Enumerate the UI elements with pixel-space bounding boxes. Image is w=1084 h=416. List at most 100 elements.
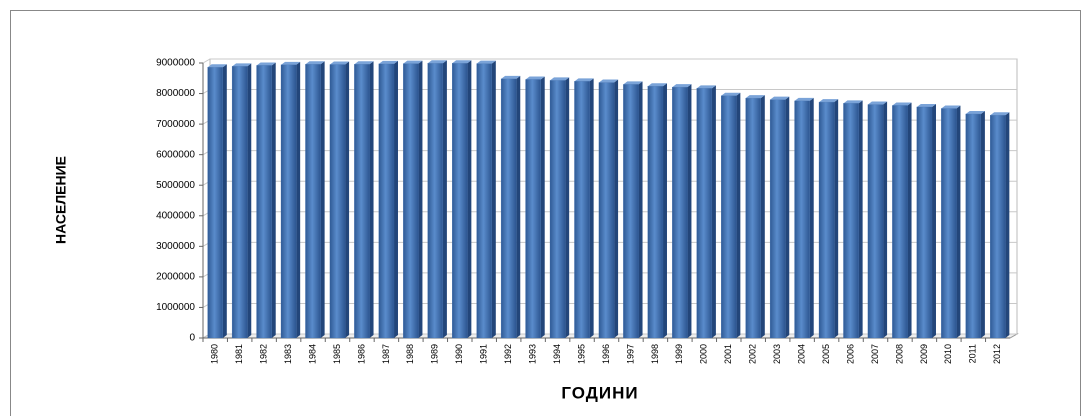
bar (623, 84, 639, 339)
bar-top (403, 60, 423, 64)
bar-top (623, 81, 643, 85)
bar (452, 63, 468, 339)
bar-top (916, 104, 936, 107)
bar-top (941, 105, 961, 109)
bar-top (867, 101, 888, 105)
bar-top (305, 61, 325, 65)
bar-side (638, 81, 643, 338)
bar-side (834, 99, 839, 338)
bar-top (745, 95, 765, 99)
bar (598, 82, 615, 339)
bar-top (329, 61, 350, 65)
bar-side (1005, 112, 1010, 338)
bar-top (378, 60, 398, 64)
bar (476, 63, 492, 339)
x-tick-label: 2005 (821, 344, 831, 364)
y-tick-label: 5000000 (156, 180, 195, 191)
bar-top (354, 61, 374, 65)
bar-side (369, 61, 374, 338)
bar (427, 63, 444, 339)
bar-side (442, 60, 447, 339)
x-tick-label: 1997 (625, 344, 635, 364)
bar (354, 64, 370, 339)
bar-top (770, 96, 790, 100)
y-tick-label: 2000000 (156, 272, 195, 283)
bar-top (256, 62, 276, 66)
y-tick-label: 7000000 (156, 119, 195, 130)
x-tick-label: 2006 (845, 344, 855, 364)
bar (843, 103, 859, 339)
bar-top (207, 64, 227, 68)
x-tick-label: 2004 (797, 344, 807, 364)
bar (794, 100, 810, 339)
y-tick-label: 0 (189, 333, 195, 344)
bar-side (785, 96, 790, 339)
bar-side (614, 79, 619, 339)
x-tick-label: 1988 (405, 344, 415, 364)
x-tick-label: 1990 (454, 344, 464, 364)
bar (574, 81, 590, 339)
bar-side (222, 64, 227, 339)
bar (892, 105, 908, 339)
bar-side (247, 63, 252, 338)
x-tick-label: 2010 (943, 344, 953, 364)
bar (525, 79, 541, 339)
x-tick-label: 2011 (968, 344, 978, 363)
bar-side (467, 60, 472, 339)
bar (769, 99, 786, 339)
bar-top (892, 102, 912, 106)
x-tick-label: 1987 (381, 344, 391, 364)
bar (941, 108, 957, 339)
x-tick-label: 1994 (552, 344, 562, 364)
x-tick-label: 1982 (259, 344, 269, 364)
bar (500, 78, 517, 339)
bar (207, 67, 223, 339)
bar (721, 95, 737, 339)
x-tick-label: 1998 (650, 344, 660, 364)
x-tick-label: 1980 (210, 344, 220, 364)
bar-side (980, 111, 985, 339)
x-tick-label: 2003 (772, 344, 782, 364)
bar-top (452, 60, 472, 64)
bar-top (819, 99, 839, 103)
bar (378, 63, 395, 339)
bar-side (565, 77, 570, 339)
bar-top (672, 84, 692, 88)
bar-top (427, 60, 447, 64)
bar-side (320, 61, 325, 338)
bar-side (858, 100, 863, 338)
bar-side (540, 76, 545, 338)
x-axis-title: ГОДИНИ (561, 383, 638, 402)
bar (867, 104, 884, 339)
bar-side (345, 61, 350, 339)
x-tick-label: 2002 (748, 344, 758, 364)
bar (672, 86, 688, 339)
bar-top (965, 111, 985, 115)
y-tick-label: 6000000 (156, 149, 195, 160)
bar (256, 65, 272, 339)
bar-side (296, 61, 301, 338)
bar (745, 97, 761, 339)
x-tick-label: 1996 (601, 344, 611, 364)
y-tick-label: 9000000 (156, 58, 195, 69)
x-tick-label: 2000 (699, 344, 709, 364)
x-tick-label: 1984 (307, 344, 317, 364)
bar (990, 115, 1006, 339)
bar-side (736, 92, 741, 338)
x-tick-label: 2008 (894, 344, 904, 364)
x-tick-label: 1989 (430, 344, 440, 364)
bar-top (232, 63, 252, 67)
bar-top (647, 83, 667, 87)
x-tick-label: 2001 (723, 344, 733, 364)
bar-top (696, 85, 716, 89)
bar-top (843, 100, 863, 104)
bar-side (931, 104, 936, 338)
bar-top (525, 76, 545, 80)
x-tick-label: 1995 (576, 344, 586, 364)
bar (818, 101, 835, 339)
y-tick-label: 8000000 (156, 88, 195, 99)
bar-top (794, 97, 814, 101)
bar-side (907, 102, 912, 338)
